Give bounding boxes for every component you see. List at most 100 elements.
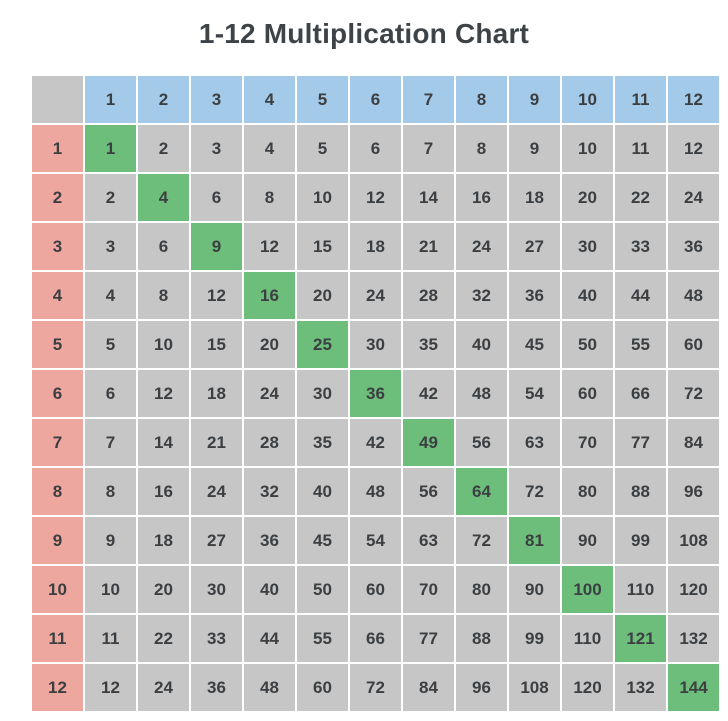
table-cell: 48 [350, 468, 401, 515]
table-cell: 21 [403, 223, 454, 270]
col-header-6: 6 [350, 76, 401, 123]
table-cell: 10 [138, 321, 189, 368]
table-cell: 72 [456, 517, 507, 564]
table-cell: 20 [562, 174, 613, 221]
table-cell: 32 [244, 468, 295, 515]
table-cell: 18 [509, 174, 560, 221]
table-cell: 55 [297, 615, 348, 662]
row-header-12: 12 [32, 664, 83, 711]
table-cell: 14 [403, 174, 454, 221]
table-cell: 12 [350, 174, 401, 221]
col-header-9: 9 [509, 76, 560, 123]
row-header-2: 2 [32, 174, 83, 221]
table-cell: 80 [562, 468, 613, 515]
chart-container: 1-12 Multiplication Chart 12345678910111… [0, 0, 728, 721]
table-cell: 18 [191, 370, 242, 417]
table-cell: 100 [562, 566, 613, 613]
table-cell: 5 [85, 321, 136, 368]
table-cell: 2 [85, 174, 136, 221]
table-cell: 56 [456, 419, 507, 466]
table-cell: 54 [350, 517, 401, 564]
table-cell: 30 [562, 223, 613, 270]
table-cell: 6 [138, 223, 189, 270]
table-cell: 66 [350, 615, 401, 662]
table-cell: 33 [191, 615, 242, 662]
row-header-3: 3 [32, 223, 83, 270]
table-cell: 56 [403, 468, 454, 515]
table-cell: 50 [297, 566, 348, 613]
table-cell: 77 [403, 615, 454, 662]
table-cell: 16 [456, 174, 507, 221]
table-cell: 3 [85, 223, 136, 270]
table-cell: 120 [562, 664, 613, 711]
table-cell: 2 [138, 125, 189, 172]
table-cell: 99 [509, 615, 560, 662]
table-cell: 42 [403, 370, 454, 417]
table-cell: 8 [85, 468, 136, 515]
table-cell: 44 [615, 272, 666, 319]
row-header-10: 10 [32, 566, 83, 613]
table-cell: 90 [509, 566, 560, 613]
table-cell: 15 [297, 223, 348, 270]
col-header-4: 4 [244, 76, 295, 123]
table-cell: 18 [350, 223, 401, 270]
table-cell: 11 [615, 125, 666, 172]
table-cell: 15 [191, 321, 242, 368]
table-cell: 6 [191, 174, 242, 221]
row-header-11: 11 [32, 615, 83, 662]
table-cell: 9 [509, 125, 560, 172]
table-cell: 10 [85, 566, 136, 613]
table-cell: 110 [562, 615, 613, 662]
table-cell: 132 [668, 615, 719, 662]
table-cell: 70 [403, 566, 454, 613]
row-header-4: 4 [32, 272, 83, 319]
table-cell: 96 [668, 468, 719, 515]
table-cell: 14 [138, 419, 189, 466]
table-cell: 7 [85, 419, 136, 466]
col-header-5: 5 [297, 76, 348, 123]
table-cell: 21 [191, 419, 242, 466]
table-cell: 44 [244, 615, 295, 662]
table-cell: 88 [615, 468, 666, 515]
table-cell: 22 [138, 615, 189, 662]
table-cell: 20 [244, 321, 295, 368]
table-cell: 49 [403, 419, 454, 466]
table-cell: 27 [509, 223, 560, 270]
table-cell: 80 [456, 566, 507, 613]
table-cell: 54 [509, 370, 560, 417]
col-header-12: 12 [668, 76, 719, 123]
table-cell: 7 [403, 125, 454, 172]
row-header-1: 1 [32, 125, 83, 172]
table-cell: 84 [668, 419, 719, 466]
table-cell: 36 [244, 517, 295, 564]
table-cell: 28 [403, 272, 454, 319]
table-cell: 22 [615, 174, 666, 221]
table-cell: 99 [615, 517, 666, 564]
table-cell: 20 [297, 272, 348, 319]
table-cell: 24 [668, 174, 719, 221]
table-cell: 63 [403, 517, 454, 564]
table-cell: 10 [562, 125, 613, 172]
col-header-10: 10 [562, 76, 613, 123]
table-cell: 6 [350, 125, 401, 172]
table-cell: 24 [191, 468, 242, 515]
table-cell: 96 [456, 664, 507, 711]
table-cell: 36 [509, 272, 560, 319]
table-cell: 40 [297, 468, 348, 515]
table-cell: 4 [138, 174, 189, 221]
table-cell: 12 [191, 272, 242, 319]
table-cell: 72 [509, 468, 560, 515]
row-header-5: 5 [32, 321, 83, 368]
table-cell: 144 [668, 664, 719, 711]
table-cell: 32 [456, 272, 507, 319]
table-cell: 72 [350, 664, 401, 711]
table-cell: 18 [138, 517, 189, 564]
table-cell: 12 [668, 125, 719, 172]
row-header-8: 8 [32, 468, 83, 515]
table-cell: 60 [350, 566, 401, 613]
col-header-3: 3 [191, 76, 242, 123]
table-cell: 36 [191, 664, 242, 711]
table-cell: 24 [138, 664, 189, 711]
table-cell: 33 [615, 223, 666, 270]
table-cell: 70 [562, 419, 613, 466]
